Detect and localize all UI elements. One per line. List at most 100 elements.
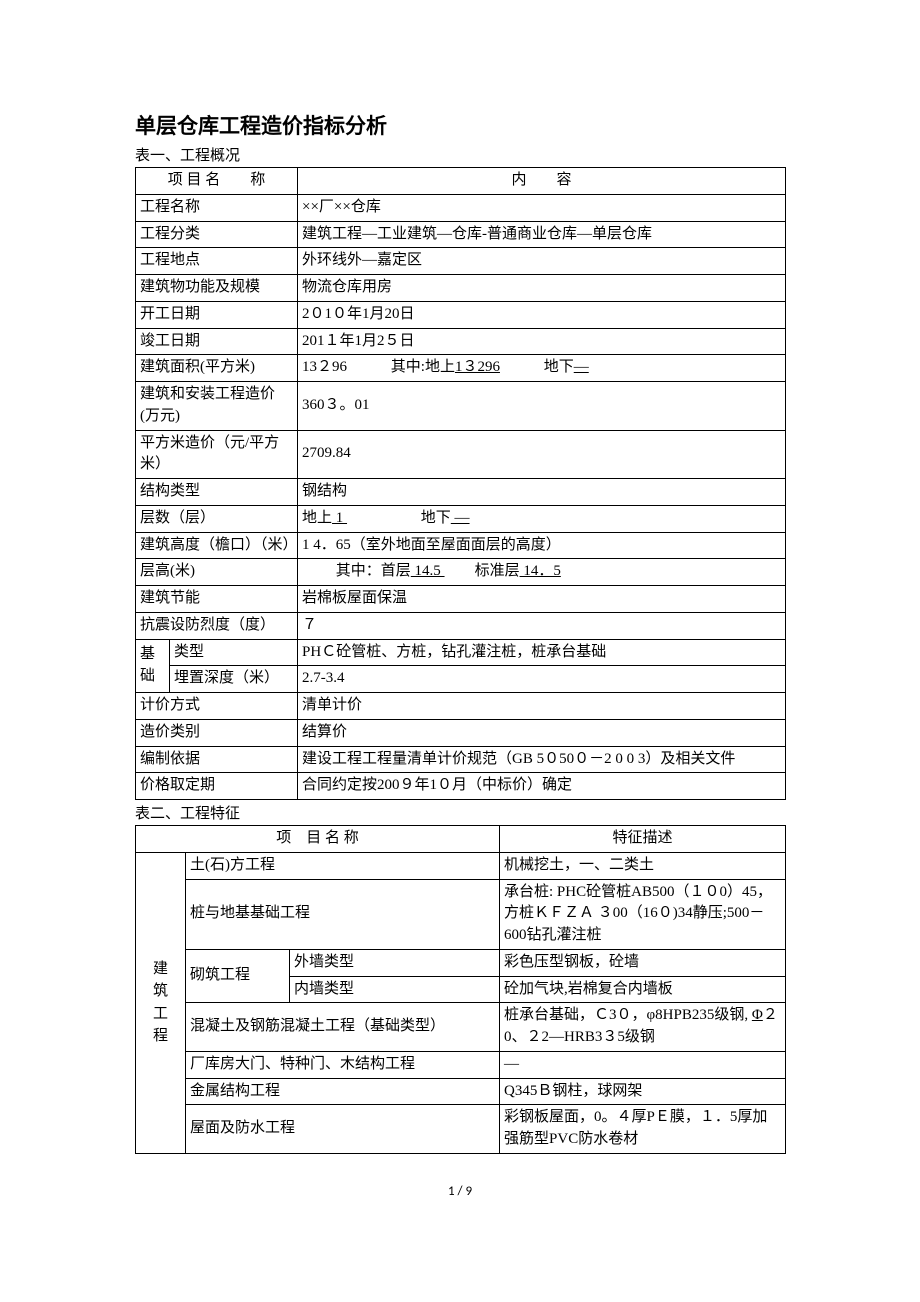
table-row: 混凝土及钢筋混凝土工程（基础类型） 桩承台基础，Ｃ3０，φ8HPB235级钢, …	[136, 1003, 786, 1052]
cell-value: 外环线外—嘉定区	[298, 248, 786, 275]
cell-label: 开工日期	[136, 301, 298, 328]
table-row: 埋置深度（米） 2.7-3.4	[136, 666, 786, 693]
table-overview: 项 目 名 称 内 容 工程名称 ××厂××仓库 工程分类 建筑工程—工业建筑—…	[135, 167, 786, 800]
cell-value: 201１年1月2５日	[298, 328, 786, 355]
table-row: 屋面及防水工程 彩钢板屋面，0。４厚PＥ膜，１．5厚加强筋型PVC防水卷材	[136, 1105, 786, 1154]
cell-value: —	[500, 1051, 786, 1078]
cell-label: 建筑和安装工程造价(万元)	[136, 382, 298, 431]
area-total: 13２96	[302, 359, 347, 375]
table-features: 项 目 名 称 特征描述 建筑工程 土(石)方工程 机械挖土，一、二类土 桩与地…	[135, 825, 786, 1154]
cell-value: 彩色压型钢板，砼墙	[500, 949, 786, 976]
floors-below-value: —	[451, 510, 470, 526]
cell-label: 厂库房大门、特种门、木结构工程	[186, 1051, 500, 1078]
cell-value: 清单计价	[298, 693, 786, 720]
cell-value: 其中：首层 14.5 标准层 14．5	[298, 559, 786, 586]
cell-label: 建筑节能	[136, 586, 298, 613]
table2-caption: 表二、工程特征	[135, 802, 785, 823]
floors-above-label: 地上	[302, 510, 332, 526]
table-row: 层高(米) 其中：首层 14.5 标准层 14．5	[136, 559, 786, 586]
cell-value: 结算价	[298, 719, 786, 746]
area-below-label: 地下	[544, 359, 574, 375]
table-row: 建筑节能 岩棉板屋面保温	[136, 586, 786, 613]
cell-value: 物流仓库用房	[298, 275, 786, 302]
table-row: 建筑面积(平方米) 13２96 其中:地上1３296 地下—	[136, 355, 786, 382]
table-row: 项 目 名 称 内 容	[136, 168, 786, 195]
cell-value: 建筑工程—工业建筑—仓库-普通商业仓库—单层仓库	[298, 221, 786, 248]
storey-std-value: 14．5	[520, 563, 561, 579]
cell-label: 类型	[170, 639, 298, 666]
cell-value: Q345Ｂ钢柱，球网架	[500, 1078, 786, 1105]
table-row: 价格取定期 合同约定按200９年1０月（中标价）确定	[136, 773, 786, 800]
cell-label: 抗震设防烈度（度）	[136, 612, 298, 639]
cell-value: 机械挖土，一、二类土	[500, 852, 786, 879]
cell-label: 结构类型	[136, 479, 298, 506]
cell-label: 砌筑工程	[186, 949, 290, 1003]
table-row: 开工日期 2０1０年1月20日	[136, 301, 786, 328]
cell-label: 混凝土及钢筋混凝土工程（基础类型）	[186, 1003, 500, 1052]
table-row: 砌筑工程 外墙类型 彩色压型钢板，砼墙	[136, 949, 786, 976]
cell-value: 2709.84	[298, 430, 786, 479]
page: 单层仓库工程造价指标分析 表一、工程概况 项 目 名 称 内 容 工程名称 ××…	[0, 0, 920, 1239]
cell-label: 工程地点	[136, 248, 298, 275]
cell-label: 建筑面积(平方米)	[136, 355, 298, 382]
cell-label: 桩与地基基础工程	[186, 879, 500, 949]
page-number: 1 / 9	[135, 1184, 785, 1199]
header-name: 项 目 名 称	[136, 168, 298, 195]
table-row: 金属结构工程 Q345Ｂ钢柱，球网架	[136, 1078, 786, 1105]
cell-value: 砼加气块,岩棉复合内墙板	[500, 976, 786, 1003]
header-name: 项 目 名 称	[136, 826, 500, 853]
cell-label: 建筑高度（檐口）（米）	[136, 532, 298, 559]
header-desc: 特征描述	[500, 826, 786, 853]
concrete-line1: 桩承台基础，Ｃ3０，φ8HPB235级钢,	[504, 1007, 748, 1023]
table-row: 竣工日期 201１年1月2５日	[136, 328, 786, 355]
cell-label: 内墙类型	[290, 976, 500, 1003]
table-row: 厂库房大门、特种门、木结构工程 —	[136, 1051, 786, 1078]
area-above-label: 其中:地上	[391, 359, 455, 375]
cell-value: 360３。01	[298, 382, 786, 431]
cell-label: 埋置深度（米）	[170, 666, 298, 693]
cell-label: 工程名称	[136, 194, 298, 221]
cell-label: 工程分类	[136, 221, 298, 248]
cell-value: 1 4．65（室外地面至屋面面层的高度）	[298, 532, 786, 559]
cell-label: 竣工日期	[136, 328, 298, 355]
cell-value: 13２96 其中:地上1３296 地下—	[298, 355, 786, 382]
cell-value: 彩钢板屋面，0。４厚PＥ膜，１．5厚加强筋型PVC防水卷材	[500, 1105, 786, 1154]
area-below-value: —	[574, 359, 589, 375]
cell-value: 钢结构	[298, 479, 786, 506]
cell-value: 2０1０年1月20日	[298, 301, 786, 328]
table-row: 基础 类型 PHＣ砼管桩、方桩，钻孔灌注桩，桩承台基础	[136, 639, 786, 666]
cell-label: 层高(米)	[136, 559, 298, 586]
cell-label: 建筑物功能及规模	[136, 275, 298, 302]
cell-label: 平方米造价（元/平方米）	[136, 430, 298, 479]
table-row: 抗震设防烈度（度） ７	[136, 612, 786, 639]
storey-first-value: 14.5	[411, 563, 445, 579]
table-row: 工程地点 外环线外—嘉定区	[136, 248, 786, 275]
concrete-phi: Φ	[752, 1007, 763, 1023]
cell-value: 承台桩: PHC砼管桩AB500（１０0）45，方桩ＫＦＺＡ ３00（16０)3…	[500, 879, 786, 949]
cell-label: 外墙类型	[290, 949, 500, 976]
cell-value: ××厂××仓库	[298, 194, 786, 221]
cell-label-foundation: 基础	[136, 639, 170, 693]
cell-value: 桩承台基础，Ｃ3０，φ8HPB235级钢, Φ２0、２2—HRB3３5级钢	[500, 1003, 786, 1052]
table-row: 建筑物功能及规模 物流仓库用房	[136, 275, 786, 302]
cell-label: 价格取定期	[136, 773, 298, 800]
storey-std-label: 标准层	[475, 563, 520, 579]
header-content: 内 容	[298, 168, 786, 195]
storey-first-label: 其中：首层	[336, 563, 411, 579]
cell-value: 岩棉板屋面保温	[298, 586, 786, 613]
cell-label: 计价方式	[136, 693, 298, 720]
cell-label: 层数（层）	[136, 505, 298, 532]
cell-label: 造价类别	[136, 719, 298, 746]
table-row: 建筑工程 土(石)方工程 机械挖土，一、二类土	[136, 852, 786, 879]
table-row: 建筑和安装工程造价(万元) 360３。01	[136, 382, 786, 431]
cell-value: PHＣ砼管桩、方桩，钻孔灌注桩，桩承台基础	[298, 639, 786, 666]
cell-label: 金属结构工程	[186, 1078, 500, 1105]
table-row: 编制依据 建设工程工程量清单计价规范（GB 5０50０－2 0 0 3）及相关文…	[136, 746, 786, 773]
cell-side: 建筑工程	[136, 852, 186, 1153]
side-label: 建筑工程	[153, 958, 168, 1048]
table-row: 项 目 名 称 特征描述	[136, 826, 786, 853]
cell-label: 编制依据	[136, 746, 298, 773]
cell-label: 土(石)方工程	[186, 852, 500, 879]
doc-title: 单层仓库工程造价指标分析	[135, 110, 785, 140]
table-row: 平方米造价（元/平方米） 2709.84	[136, 430, 786, 479]
